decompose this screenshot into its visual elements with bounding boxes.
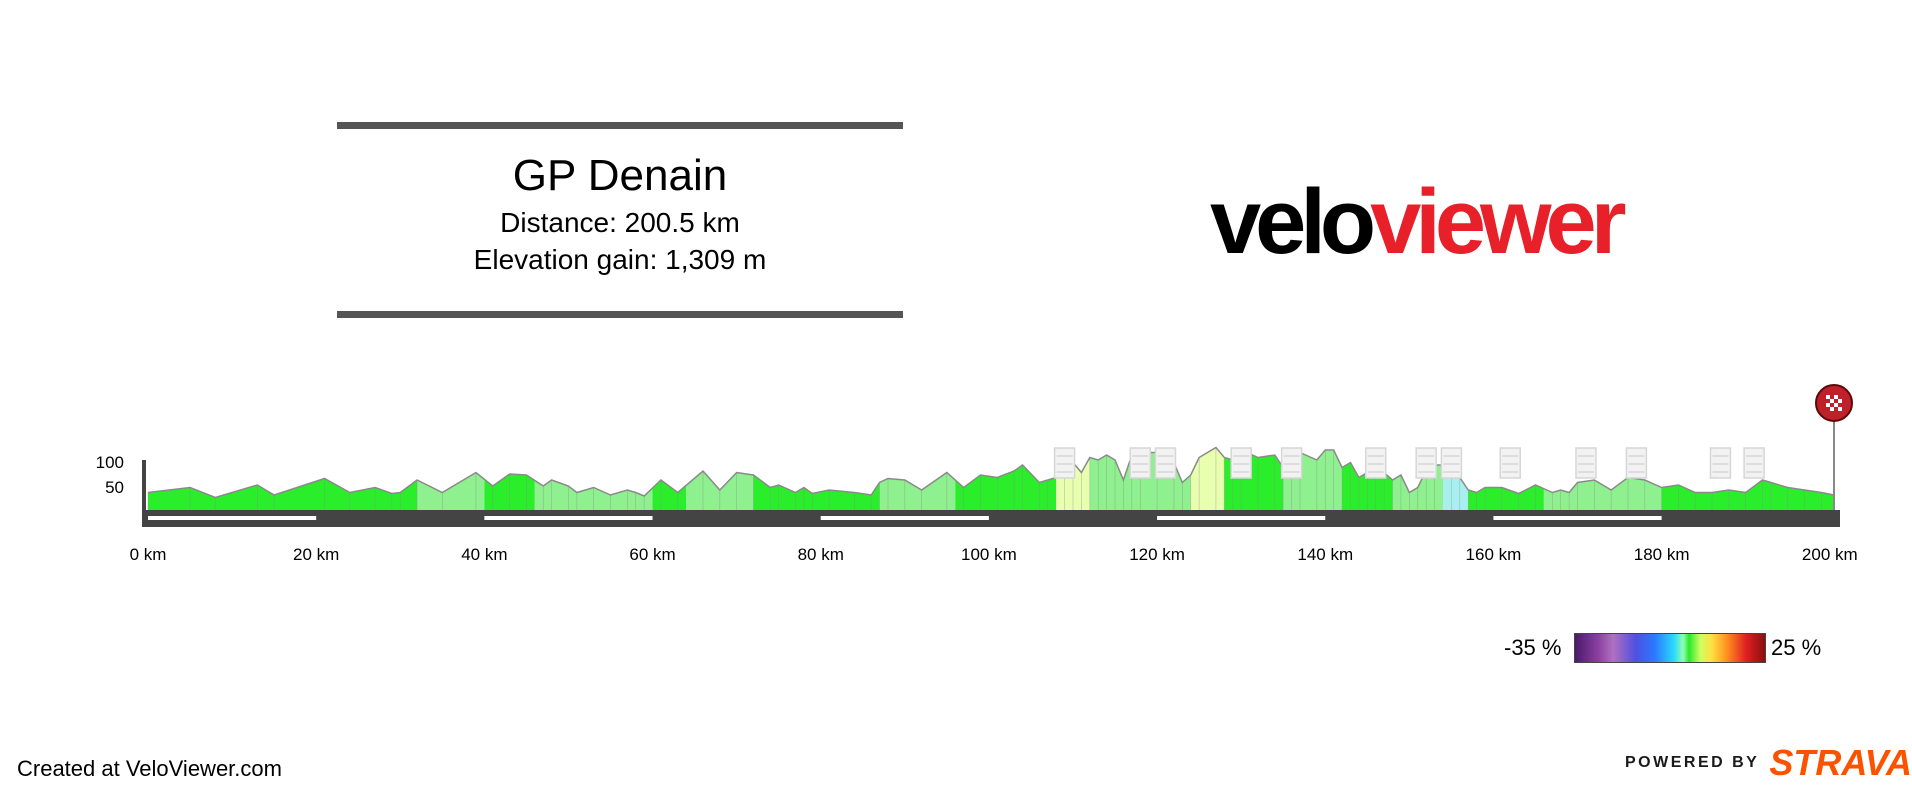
title-rule-top bbox=[337, 122, 903, 129]
profile-sector bbox=[148, 478, 418, 510]
road-dash bbox=[484, 516, 653, 520]
route-elevation-gain: Elevation gain: 1,309 m bbox=[473, 244, 767, 275]
cobble-sector-icon bbox=[1364, 447, 1387, 479]
x-tick-label: 200 km bbox=[1802, 545, 1858, 564]
gradient-legend-bar bbox=[1574, 633, 1766, 663]
cobble-sector-icon bbox=[1230, 447, 1252, 479]
route-title-block: GP Denain Distance: 200.5 km Elevation g… bbox=[337, 122, 903, 318]
y-tick-label: 100 bbox=[96, 453, 124, 472]
created-at-credit: Created at VeloViewer.com bbox=[17, 756, 282, 781]
logo-velo-text: velo bbox=[1210, 171, 1376, 273]
road-dash bbox=[820, 516, 989, 520]
logo-viewer-text: viewer bbox=[1370, 171, 1626, 273]
profile-sector bbox=[879, 472, 956, 510]
profile-sector bbox=[1661, 480, 1834, 510]
finish-flag-check bbox=[1834, 403, 1838, 407]
profile-sector bbox=[1190, 447, 1225, 510]
cobble-sector-icon bbox=[1053, 447, 1076, 479]
finish-flag-check bbox=[1834, 395, 1838, 399]
road-bar bbox=[142, 510, 1840, 527]
cobble-sector-icon bbox=[1440, 447, 1463, 479]
profile-sector bbox=[753, 475, 880, 510]
profile-outline bbox=[147, 446, 1835, 499]
strava-logo: STRAVA bbox=[1769, 742, 1912, 783]
road-dash bbox=[1493, 516, 1662, 520]
y-tick-label: 50 bbox=[105, 478, 124, 497]
route-distance: Distance: 200.5 km bbox=[500, 207, 740, 238]
cobble-sector-icon bbox=[1415, 447, 1437, 479]
finish-flag-check bbox=[1830, 399, 1834, 403]
gradient-legend-min: -35 % bbox=[1504, 635, 1562, 660]
veloviewer-logo: veloviewer bbox=[1210, 171, 1627, 273]
cobble-sector-icon bbox=[1575, 447, 1597, 479]
route-title: GP Denain bbox=[512, 151, 728, 200]
profile-sector bbox=[1543, 477, 1662, 510]
finish-flag-check bbox=[1838, 399, 1842, 403]
finish-flag-check bbox=[1830, 407, 1834, 411]
x-tick-label: 0 km bbox=[130, 545, 167, 564]
finish-flag-check bbox=[1826, 395, 1830, 399]
finish-flag-check bbox=[1838, 407, 1842, 411]
x-tick-label: 160 km bbox=[1466, 545, 1522, 564]
x-tick-label: 60 km bbox=[629, 545, 675, 564]
powered-by-strava: POWERED BY STRAVA bbox=[1625, 742, 1912, 784]
cobble-sector-icon bbox=[1499, 447, 1522, 479]
cobble-sector-icon bbox=[1743, 447, 1765, 479]
x-tick-label: 180 km bbox=[1634, 545, 1690, 564]
gradient-legend-max: 25 % bbox=[1771, 635, 1822, 660]
cobble-sector-icon bbox=[1280, 447, 1303, 479]
profile-sector bbox=[955, 465, 1057, 510]
profile-sector bbox=[652, 480, 687, 510]
y-axis bbox=[142, 460, 146, 512]
road-dash bbox=[1157, 516, 1326, 520]
x-tick-label: 120 km bbox=[1129, 545, 1185, 564]
powered-by-label: POWERED BY bbox=[1625, 754, 1760, 771]
road-dash bbox=[148, 516, 317, 520]
profile-sector bbox=[1468, 485, 1544, 510]
cobble-sector-icon bbox=[1625, 447, 1648, 479]
cobble-sector-icon bbox=[1154, 447, 1177, 479]
x-tick-label: 140 km bbox=[1297, 545, 1353, 564]
x-tick-label: 40 km bbox=[461, 545, 507, 564]
title-rule-bottom bbox=[337, 311, 903, 318]
cobble-sector-icon bbox=[1129, 447, 1152, 479]
profile-sector bbox=[417, 472, 485, 510]
cobble-sector-icon bbox=[1709, 447, 1732, 479]
elevation-profile-chart: 50 100 0 km 20 km 40 km 60 km 80 km 100 km 120 k… bbox=[96, 384, 1858, 564]
x-tick-label: 20 km bbox=[293, 545, 339, 564]
x-tick-label: 100 km bbox=[961, 545, 1017, 564]
finish-flag-check bbox=[1826, 403, 1830, 407]
x-tick-label: 80 km bbox=[798, 545, 844, 564]
